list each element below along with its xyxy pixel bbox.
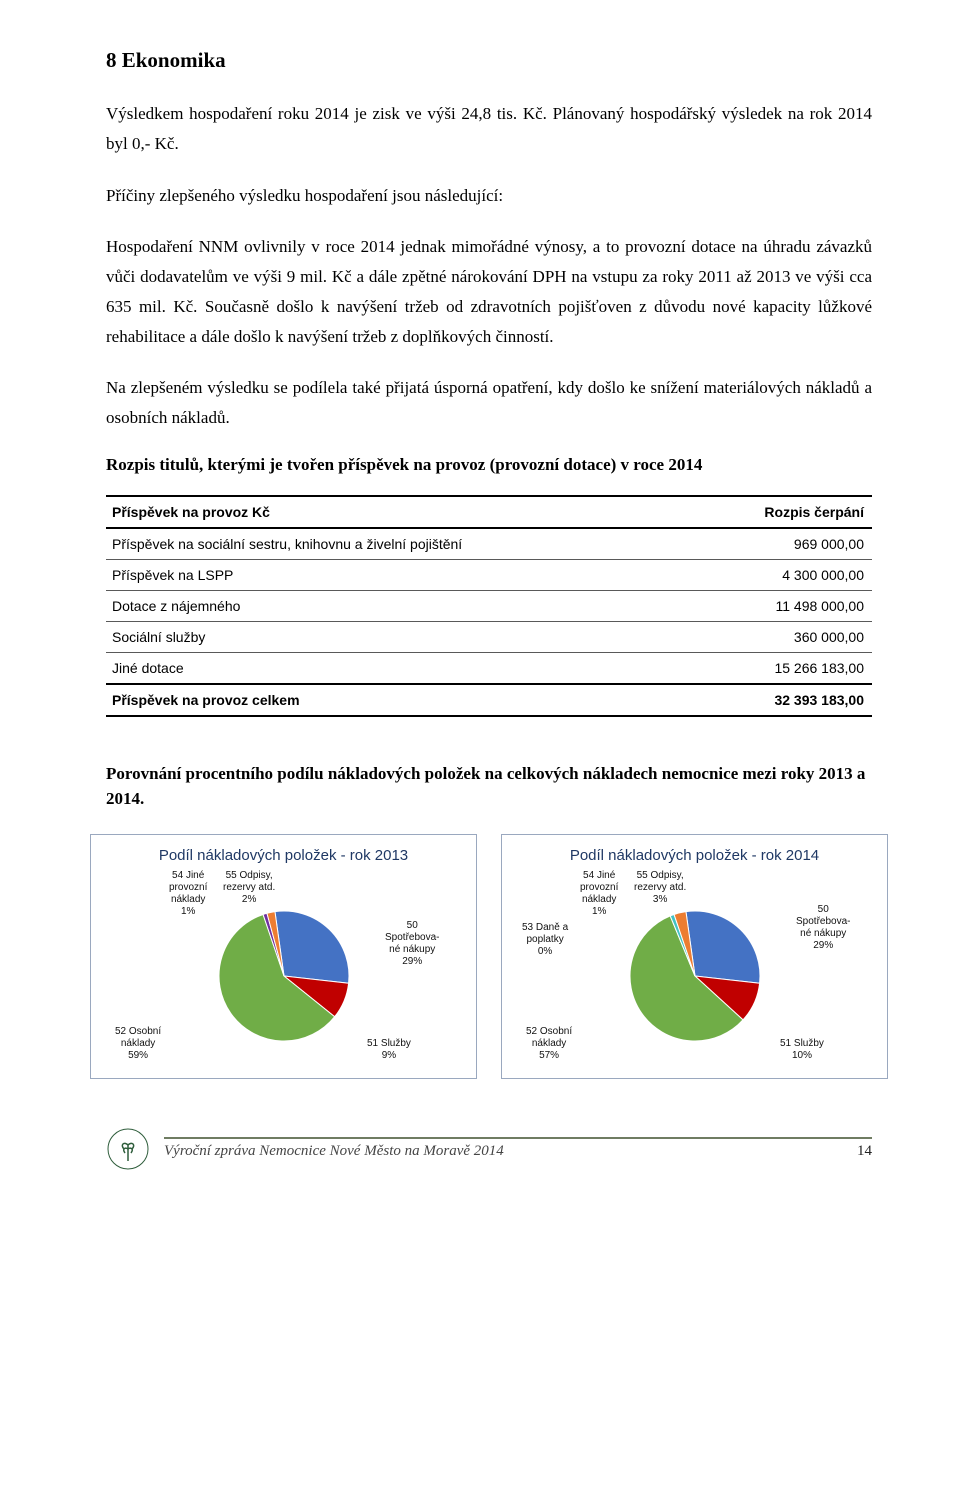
table-total-value: 32 393 183,00: [690, 684, 872, 716]
footer-text: Výroční zpráva Nemocnice Nové Město na M…: [164, 1143, 504, 1160]
table-cell-label: Příspěvek na LSPP: [106, 559, 690, 590]
chart-label-51: 51 Služby 10%: [780, 1038, 824, 1062]
table-row: Příspěvek na LSPP 4 300 000,00: [106, 559, 872, 590]
table-row: Dotace z nájemného 11 498 000,00: [106, 590, 872, 621]
chart-2014: Podíl nákladových položek - rok 2014 50 …: [501, 834, 888, 1079]
pie-chart-2013-icon: [209, 901, 359, 1051]
table-row: Jiné dotace 15 266 183,00: [106, 652, 872, 684]
table-cell-value: 11 498 000,00: [690, 590, 872, 621]
chart-label-55: 55 Odpisy, rezervy atd. 3%: [634, 870, 686, 906]
chart-label-50: 50 Spotřebova- né nákupy 29%: [385, 920, 439, 968]
hospital-logo-icon: [106, 1127, 150, 1171]
table-cell-label: Dotace z nájemného: [106, 590, 690, 621]
chart-label-53: 53 Daně a poplatky 0%: [522, 922, 568, 958]
paragraph-2: Příčiny zlepšeného výsledku hospodaření …: [106, 181, 872, 211]
table-col1: Příspěvek na provoz Kč: [106, 496, 690, 528]
table-cell-value: 360 000,00: [690, 621, 872, 652]
table-col2: Rozpis čerpání: [690, 496, 872, 528]
paragraph-3: Hospodaření NNM ovlivnily v roce 2014 je…: [106, 232, 872, 351]
chart-label-51: 51 Služby 9%: [367, 1038, 411, 1062]
table-total-label: Příspěvek na provoz celkem: [106, 684, 690, 716]
table-row: Sociální služby 360 000,00: [106, 621, 872, 652]
page-number: 14: [857, 1143, 872, 1160]
table-cell-value: 15 266 183,00: [690, 652, 872, 684]
chart-label-55: 55 Odpisy, rezervy atd. 2%: [223, 870, 275, 906]
chart-label-50: 50 Spotřebova- né nákupy 29%: [796, 904, 850, 952]
table-cell-value: 969 000,00: [690, 528, 872, 560]
chart-2013-title: Podíl nákladových položek - rok 2013: [97, 847, 470, 864]
chart-label-52: 52 Osobní náklady 59%: [115, 1026, 161, 1062]
table-total-row: Příspěvek na provoz celkem 32 393 183,00: [106, 684, 872, 716]
paragraph-4: Na zlepšeném výsledku se podílela také p…: [106, 373, 872, 433]
table-cell-label: Jiné dotace: [106, 652, 690, 684]
chart-label-52: 52 Osobní náklady 57%: [526, 1026, 572, 1062]
chart-2013: Podíl nákladových položek - rok 2013 50 …: [90, 834, 477, 1079]
page-footer: Výroční zpráva Nemocnice Nové Město na M…: [106, 1127, 872, 1171]
table-cell-label: Sociální služby: [106, 621, 690, 652]
table-row: Příspěvek na sociální sestru, knihovnu a…: [106, 528, 872, 560]
contributions-table: Příspěvek na provoz Kč Rozpis čerpání Př…: [106, 495, 872, 717]
section-title: 8 Ekonomika: [106, 48, 872, 73]
paragraph-1: Výsledkem hospodaření roku 2014 je zisk …: [106, 99, 872, 159]
chart-label-54: 54 Jiné provozní náklady 1%: [169, 870, 207, 918]
table-heading: Rozpis titulů, kterými je tvořen příspěv…: [106, 455, 872, 475]
pie-chart-2014-icon: [620, 901, 770, 1051]
compare-heading: Porovnání procentního podílu nákladových…: [106, 761, 872, 812]
table-cell-value: 4 300 000,00: [690, 559, 872, 590]
chart-2014-title: Podíl nákladových položek - rok 2014: [508, 847, 881, 864]
chart-label-54: 54 Jiné provozní náklady 1%: [580, 870, 618, 918]
table-cell-label: Příspěvek na sociální sestru, knihovnu a…: [106, 528, 690, 560]
